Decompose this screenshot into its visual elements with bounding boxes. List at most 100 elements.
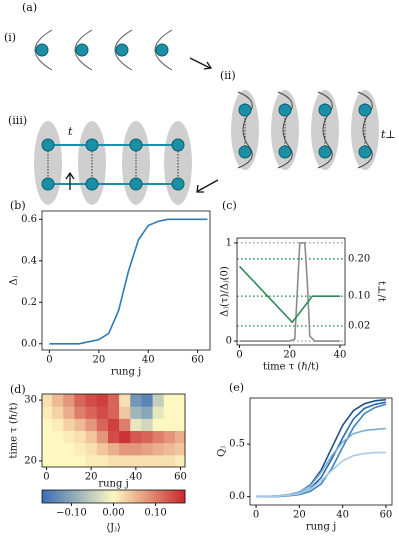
- heatmap-cell: [107, 394, 120, 407]
- colorbar-swatch: [142, 490, 145, 503]
- heatmap-cell: [130, 406, 142, 419]
- colorbar-swatch: [53, 490, 57, 503]
- colorbar-swatch: [49, 490, 52, 503]
- heatmap-cell: [152, 442, 165, 456]
- hopping-label: t⊥: [381, 128, 396, 141]
- heatmap-cell: [174, 394, 186, 407]
- plot-frame: [236, 237, 346, 346]
- y-tick-label: 20: [24, 455, 37, 466]
- y-axis-label: Δⱼ: [9, 275, 20, 285]
- y2-tick-label: 0.20: [348, 253, 370, 264]
- x-tick-label: 0: [253, 510, 259, 521]
- colorbar-swatch: [170, 490, 174, 503]
- heatmap-cell: [163, 406, 176, 419]
- x-tick-label: 0: [43, 472, 49, 483]
- colorbar-swatch: [84, 490, 88, 503]
- heatmap-cell: [74, 394, 87, 407]
- panel-label: (a): [22, 1, 37, 14]
- heatmap-cell: [163, 454, 176, 468]
- heatmap-cell: [141, 454, 154, 468]
- heatmap-cell: [52, 442, 64, 456]
- colorbar-swatch: [56, 490, 60, 503]
- y2-tick-label: 0.10: [348, 291, 370, 302]
- heatmap-cell: [174, 430, 186, 444]
- heatmap-cell: [152, 418, 165, 431]
- colorbar-swatch: [154, 490, 157, 503]
- heatmap-cell: [85, 454, 98, 468]
- heatmap-cell: [130, 418, 142, 431]
- hopping-label: t: [68, 125, 73, 138]
- colorbar-swatch: [106, 490, 110, 503]
- heatmap-cell: [174, 442, 186, 456]
- heatmap-cell: [174, 406, 186, 419]
- colorbar-swatch: [120, 490, 124, 503]
- panel-label: (c): [222, 199, 237, 212]
- x-axis-label: time τ (ℏ/t): [263, 362, 319, 373]
- x-tick-label: 20: [92, 355, 105, 366]
- colorbar-swatch: [101, 490, 105, 503]
- heatmap-cell: [152, 430, 165, 444]
- colorbar-swatch: [139, 490, 143, 503]
- x-axis-label: rung j: [98, 479, 128, 490]
- heatmap-cell: [42, 442, 53, 456]
- x-tick-label: 40: [336, 510, 349, 521]
- heatmap-cell: [42, 418, 53, 431]
- heatmap-cell: [163, 442, 176, 456]
- heatmap-cell: [119, 442, 131, 456]
- heatmap-cell: [63, 454, 75, 468]
- rungs-ii: [231, 90, 379, 170]
- heatmap-cell: [42, 406, 53, 419]
- colorbar-swatch: [44, 490, 48, 503]
- x-tick-label: 40: [142, 355, 155, 366]
- colorbar-swatch: [89, 490, 93, 503]
- heatmap-cell: [63, 394, 75, 407]
- x-tick-label: 40: [129, 472, 142, 483]
- colorbar-swatch: [134, 490, 138, 503]
- colorbar-tick-label: −0.10: [56, 508, 87, 519]
- heatmap-cell: [141, 418, 154, 431]
- arrows: [189, 57, 219, 193]
- heatmap-cell: [141, 406, 154, 419]
- heatmap-cell: [74, 406, 87, 419]
- colorbar-swatch: [80, 490, 83, 503]
- heatmap-cell: [42, 394, 53, 407]
- heatmap-cell: [107, 442, 120, 456]
- atoms: [35, 43, 169, 57]
- y-tick-label: 0.0: [21, 338, 37, 349]
- colorbar-swatch: [161, 490, 164, 503]
- y-tick-label: 0: [226, 336, 232, 347]
- colorbar-swatch: [63, 490, 67, 503]
- heatmap-cell: [119, 454, 131, 468]
- colorbar-swatch: [115, 490, 119, 503]
- heatmap-cell: [163, 430, 176, 444]
- heatmap-cell: [96, 406, 109, 419]
- panel-label: (e): [229, 381, 244, 394]
- colorbar-swatch: [75, 490, 79, 503]
- y-axis-label: Qⱼ: [217, 446, 228, 457]
- heatmap-cell: [96, 394, 109, 407]
- colorbar-swatch: [118, 490, 122, 503]
- heatmap-cell: [163, 394, 176, 407]
- colorbar-swatch: [42, 490, 45, 503]
- colorbar-swatch: [68, 490, 71, 503]
- colorbar-swatch: [103, 490, 107, 503]
- heatmap-cell: [52, 430, 64, 444]
- heatmap-cell: [74, 442, 87, 456]
- y-axis-label: time τ (ℏ/t): [9, 402, 20, 458]
- colorbar-swatch: [173, 490, 176, 503]
- panel-label: (d): [10, 383, 26, 396]
- line-series: [256, 401, 387, 498]
- heatmap-cell: [52, 418, 64, 431]
- x-tick-label: 20: [283, 350, 296, 361]
- heatmap-cell: [85, 406, 98, 419]
- heatmap-cell: [130, 430, 142, 444]
- line-series: [239, 242, 340, 342]
- heatmap-cell: [130, 442, 142, 456]
- heatmap-cell: [174, 418, 186, 431]
- colorbar-swatch: [132, 490, 136, 503]
- colorbar-swatch: [58, 490, 62, 503]
- x-tick-label: 20: [85, 472, 98, 483]
- x-tick-label: 20: [293, 510, 306, 521]
- panel: (b) 0 20 40 60 0.0 0.2 0.4 0.6 rung j Δⱼ: [9, 199, 211, 378]
- heatmap-cell: [119, 394, 131, 407]
